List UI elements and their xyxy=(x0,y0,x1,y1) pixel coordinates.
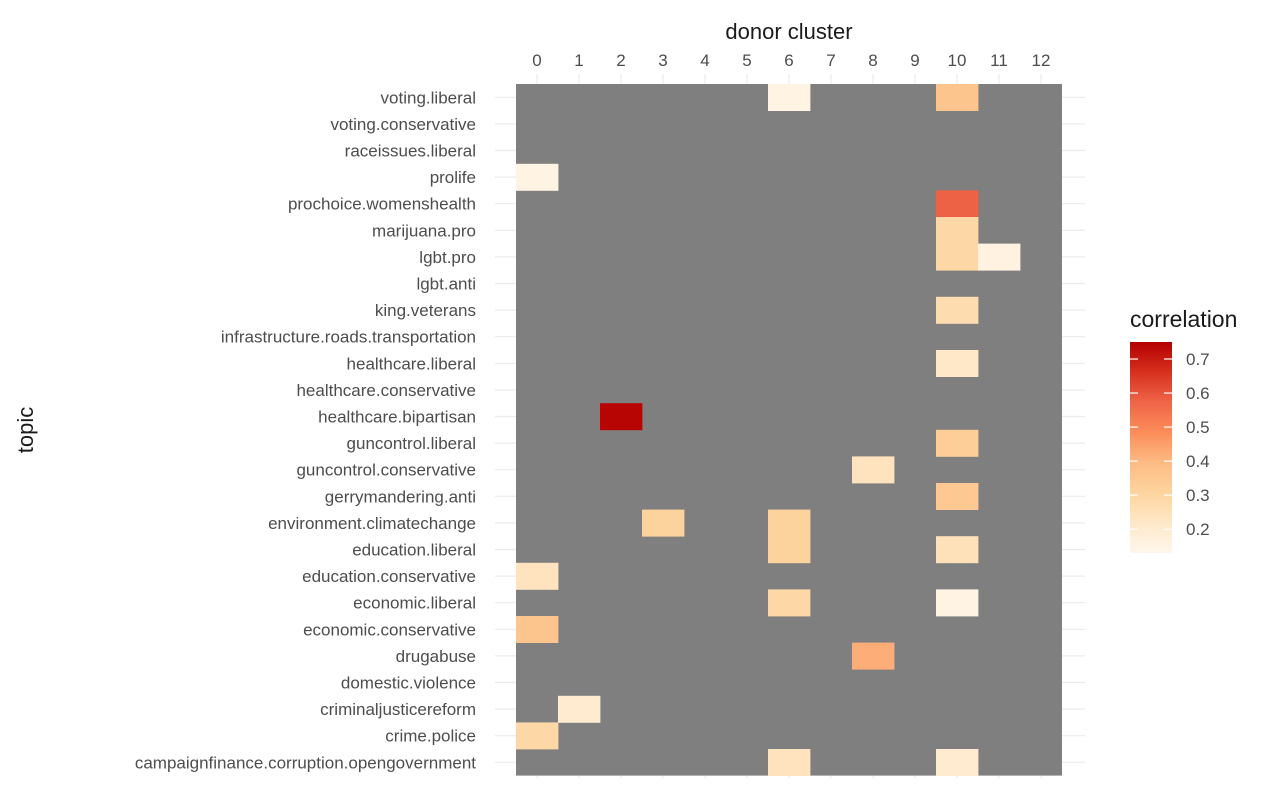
y-tick-label: guncontrol.conservative xyxy=(296,461,476,480)
y-tick-label: lgbt.pro xyxy=(419,248,476,267)
x-tick-label: 5 xyxy=(742,51,751,70)
x-tick-label: 9 xyxy=(910,51,919,70)
heatmap-cell xyxy=(936,536,979,564)
legend-tick-label: 0.3 xyxy=(1186,486,1210,505)
x-tick-label: 10 xyxy=(948,51,967,70)
heatmap-cell xyxy=(600,403,643,431)
x-tick-label: 11 xyxy=(990,51,1008,70)
heatmap-cell xyxy=(558,695,601,723)
heatmap-cell xyxy=(852,642,895,670)
heatmap-cell xyxy=(936,589,979,617)
heatmap-cell xyxy=(936,217,979,244)
y-tick-label: healthcare.liberal xyxy=(347,354,476,373)
legend-title: correlation xyxy=(1130,306,1237,332)
x-tick-label: 2 xyxy=(616,51,625,70)
y-tick-label: lgbt.anti xyxy=(416,275,476,294)
y-tick-label: marijuana.pro xyxy=(372,221,476,240)
x-tick-label: 1 xyxy=(574,51,583,70)
y-tick-label: prolife xyxy=(430,168,476,187)
y-tick-label: criminaljusticereform xyxy=(320,700,476,719)
heatmap-cell xyxy=(768,509,811,537)
y-tick-label: education.liberal xyxy=(352,541,476,560)
legend-color-bar xyxy=(1130,342,1172,553)
heatmap-cell xyxy=(936,483,979,510)
x-axis-tick-labels: 0 1 2 3 4 5 6 7 8 9 10 11 12 xyxy=(532,51,1050,70)
y-axis-tick-labels: voting.liberal voting.conservative raceiss… xyxy=(135,88,476,772)
heatmap-cell xyxy=(768,749,811,776)
y-tick-label: healthcare.bipartisan xyxy=(318,408,476,427)
y-tick-label: economic.liberal xyxy=(353,594,476,613)
heatmap-cell xyxy=(516,163,559,191)
x-tick-label: 7 xyxy=(826,51,835,70)
y-tick-label: economic.conservative xyxy=(303,620,476,639)
legend-ticks: 0.2 0.3 0.4 0.5 0.6 0.7 xyxy=(1130,350,1210,539)
heatmap-cell xyxy=(936,749,979,776)
x-axis-title: donor cluster xyxy=(725,19,852,44)
y-tick-label: guncontrol.liberal xyxy=(347,434,476,453)
heatmap-cell xyxy=(936,190,979,218)
heatmap-cell xyxy=(642,509,685,537)
color-legend: correlation 0.2 0.3 0.4 0.5 0.6 0.7 xyxy=(1130,306,1237,553)
heatmap-cell xyxy=(936,350,979,377)
heatmap-cell xyxy=(768,536,811,564)
x-tick-label: 4 xyxy=(700,51,709,70)
legend-tick-label: 0.7 xyxy=(1186,350,1210,369)
legend-tick-label: 0.6 xyxy=(1186,384,1210,403)
y-tick-label: raceissues.liberal xyxy=(345,142,476,161)
y-tick-label: infrastructure.roads.transportation xyxy=(221,328,476,347)
heatmap-cell xyxy=(936,429,979,457)
y-tick-label: voting.conservative xyxy=(330,115,476,134)
heatmap-cell xyxy=(516,562,559,590)
y-tick-label: voting.liberal xyxy=(381,88,476,107)
y-axis-title: topic xyxy=(13,407,38,453)
x-tick-label: 8 xyxy=(868,51,877,70)
heatmap-cell xyxy=(936,296,979,324)
y-tick-label: drugabuse xyxy=(396,647,476,666)
y-tick-label: crime.police xyxy=(385,727,476,746)
legend-tick-label: 0.2 xyxy=(1186,520,1210,539)
heatmap-cells xyxy=(516,84,1062,776)
heatmap-cell xyxy=(516,616,559,643)
x-tick-label: 6 xyxy=(784,51,793,70)
heatmap-cell xyxy=(936,243,979,271)
y-tick-label: environment.climatechange xyxy=(268,514,476,533)
y-tick-label: campaignfinance.corruption.opengovernmen… xyxy=(135,753,476,772)
legend-tick-label: 0.4 xyxy=(1186,452,1210,471)
y-tick-label: domestic.violence xyxy=(341,674,476,693)
y-tick-label: prochoice.womenshealth xyxy=(288,195,476,214)
x-tick-label: 3 xyxy=(658,51,667,70)
y-tick-label: healthcare.conservative xyxy=(296,381,476,400)
heatmap-cell xyxy=(852,456,895,484)
x-tick-label: 12 xyxy=(1032,51,1051,70)
heatmap-missing-background xyxy=(516,84,1062,776)
heatmap-cell xyxy=(978,243,1021,271)
y-tick-label: king.veterans xyxy=(375,301,476,320)
legend-tick-label: 0.5 xyxy=(1186,418,1210,437)
heatmap-cell xyxy=(768,84,811,111)
x-tick-label: 0 xyxy=(532,51,541,70)
y-tick-label: education.conservative xyxy=(302,567,476,586)
heatmap-cell xyxy=(768,589,811,617)
heatmap-cell xyxy=(936,84,979,111)
y-tick-label: gerrymandering.anti xyxy=(325,487,476,506)
heatmap-cell xyxy=(516,722,559,750)
